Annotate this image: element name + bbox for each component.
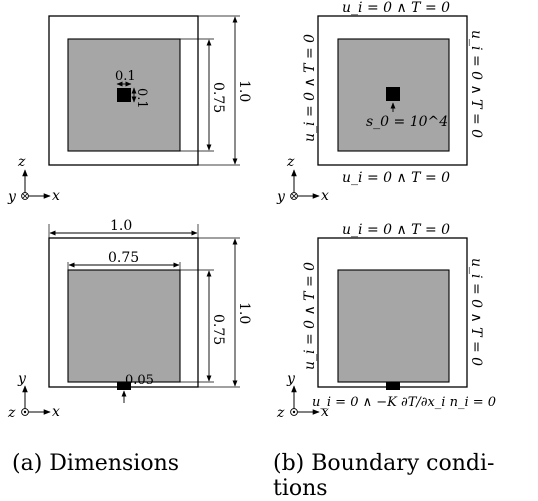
axis-triad: z x y — [7, 154, 60, 205]
dim-outer-height: 1.0 — [236, 302, 252, 324]
axis-label-y: y — [17, 371, 27, 387]
source-label: s_0 = 10^4 — [366, 114, 448, 130]
inner-region — [67, 269, 181, 383]
axis-label-x: x — [321, 188, 329, 204]
dim-outer-height: 1.0 — [236, 80, 252, 102]
axis-label-y: y — [286, 371, 296, 387]
axis-triad: y x z — [7, 371, 60, 421]
panel-b-top: s_0 = 10^4 u_i = 0 ∧ T = 0 u_i = 0 ∧ T =… — [276, 0, 484, 205]
heat-source — [386, 87, 400, 101]
dim-inner-width: 0.75 — [108, 250, 139, 266]
dim-notch-height: 0.05 — [125, 373, 154, 388]
dim-source-height: 0.1 — [134, 88, 149, 109]
bc-top: u_i = 0 ∧ T = 0 — [342, 222, 450, 238]
dim-inner-height: 0.75 — [210, 82, 226, 113]
caption-b-line1: (b) Boundary condi- — [273, 451, 494, 476]
panel-a-top: 0.1 0.1 0.75 1.0 z x y — [7, 15, 252, 205]
dim-inner-height: 0.75 — [210, 314, 226, 345]
panel-b-bottom: u_i = 0 ∧ T = 0 u_i = 0 ∧ −K ∂T/∂x_i n_i… — [276, 222, 496, 421]
axis-label-y: y — [276, 189, 286, 205]
axis-label-z: z — [17, 154, 26, 170]
panel-a-bottom: 1.0 0.75 0.75 1.0 0.05 y x z — [7, 218, 252, 421]
bc-right: u_i = 0 ∧ T = 0 — [468, 30, 484, 138]
axis-label-z: z — [276, 405, 285, 421]
dim-source-width: 0.1 — [115, 69, 136, 84]
axis-triad: y x z — [276, 371, 329, 421]
axis-label-x: x — [52, 404, 60, 420]
bc-top: u_i = 0 ∧ T = 0 — [342, 0, 450, 16]
axis-label-z: z — [286, 154, 295, 170]
axis-label-x: x — [321, 404, 329, 420]
inner-region — [337, 269, 450, 383]
axis-triad: z x y — [276, 154, 329, 205]
heat-source — [117, 382, 131, 390]
bc-right: u_i = 0 ∧ T = 0 — [468, 258, 484, 366]
axis-label-x: x — [52, 188, 60, 204]
bc-left: u_i = 0 ∧ T = 0 — [302, 34, 318, 142]
dim-outer-width: 1.0 — [110, 218, 132, 234]
bc-bottom: u_i = 0 ∧ −K ∂T/∂x_i n_i = 0 — [312, 395, 496, 410]
caption-b-line2: tions — [273, 476, 328, 501]
heat-source — [117, 88, 131, 102]
bc-left: u_i = 0 ∧ T = 0 — [302, 262, 318, 370]
bc-bottom: u_i = 0 ∧ T = 0 — [342, 170, 450, 186]
caption-a: (a) Dimensions — [12, 451, 179, 476]
axis-label-z: z — [7, 405, 16, 421]
heat-source — [386, 382, 400, 390]
axis-label-y: y — [7, 189, 17, 205]
